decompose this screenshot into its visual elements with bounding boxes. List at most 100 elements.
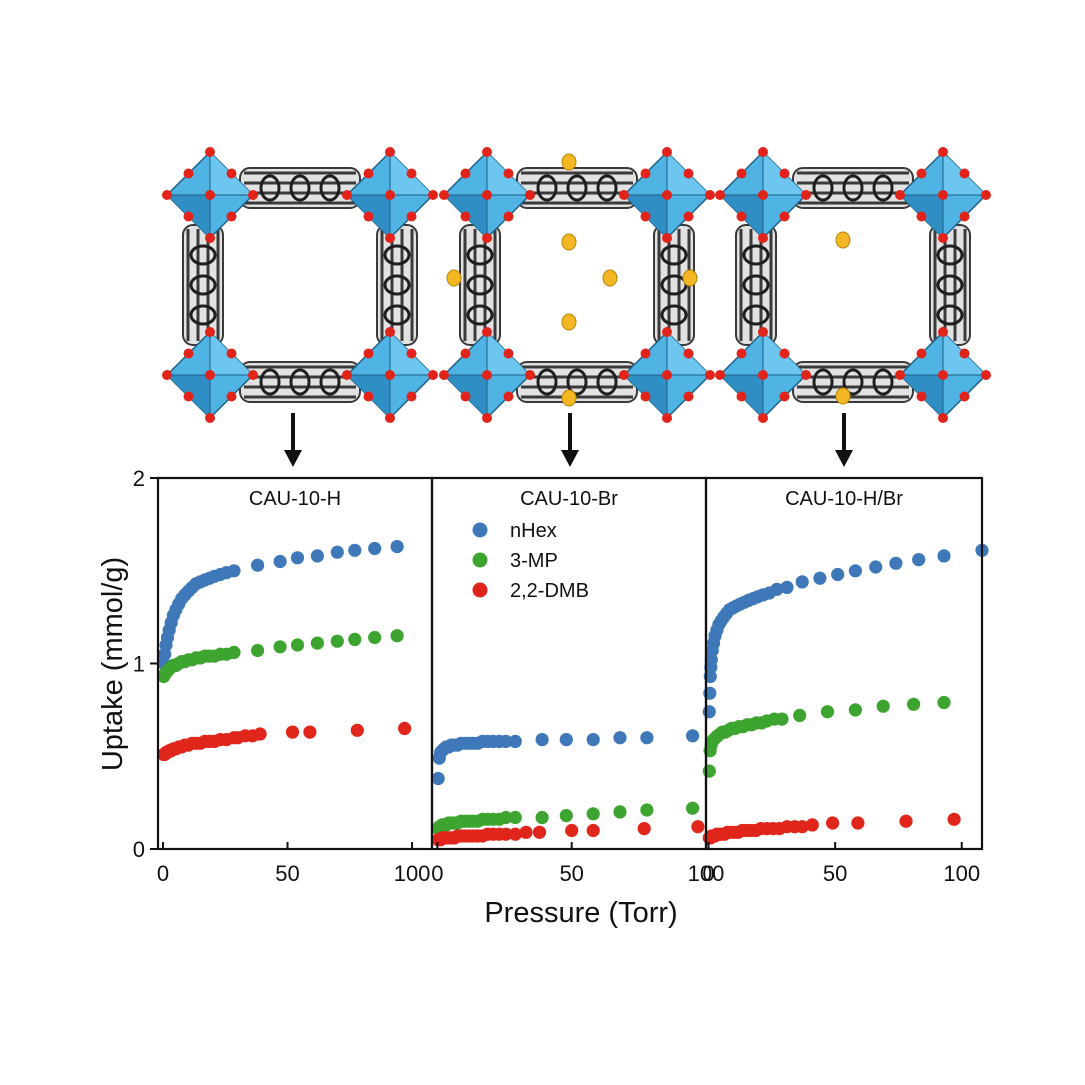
oxygen-atom: [385, 370, 395, 380]
oxygen-atom: [938, 190, 948, 200]
linker-ring: [189, 304, 217, 326]
data-point: [937, 695, 951, 710]
pore: [240, 225, 360, 345]
oxygen-atom: [619, 190, 629, 200]
structure-cau-10-h-br: [715, 147, 991, 423]
panel-title: CAU-10-H/Br: [785, 488, 903, 510]
bromine-atom: [561, 389, 577, 407]
oxygen-atom: [683, 168, 694, 179]
legend-label: 2,2-DMB: [510, 580, 589, 602]
metal-node: [162, 147, 258, 243]
linker-ring: [466, 274, 494, 296]
oxygen-atom: [736, 348, 747, 359]
oxygen-atom: [959, 211, 970, 222]
data-point: [499, 810, 513, 825]
oxygen-atom: [205, 327, 215, 337]
data-point: [640, 731, 654, 745]
oxygen-atom: [503, 348, 514, 359]
data-point: [499, 734, 513, 749]
data-point: [499, 827, 513, 841]
linker-ring: [842, 368, 864, 396]
oxygen-atom: [981, 190, 991, 200]
data-point: [851, 816, 865, 830]
x-axis-label: Pressure (Torr): [484, 897, 677, 929]
oxygen-atom: [779, 391, 790, 402]
oxygen-atom: [226, 168, 237, 179]
series-nhex: [431, 729, 700, 786]
data-point: [640, 803, 654, 817]
oxygen-atom: [439, 190, 449, 200]
x-tick-label: 100: [688, 861, 725, 886]
metal-node: [619, 147, 715, 243]
oxygen-atom: [385, 413, 395, 423]
metal-node: [342, 147, 438, 243]
oxygen-atom: [482, 233, 492, 243]
data-point: [702, 705, 716, 719]
linker-ring: [383, 244, 411, 266]
panel-title: CAU-10-H: [249, 488, 341, 510]
linker-ring: [872, 368, 894, 396]
metal-node: [715, 327, 811, 423]
data-point: [826, 816, 840, 830]
oxygen-atom: [428, 190, 438, 200]
legend-label: nHex: [510, 520, 557, 542]
oxygen-atom: [248, 370, 258, 380]
oxygen-atom: [460, 391, 471, 402]
oxygen-atom: [662, 190, 672, 200]
y-axis-label: Uptake (mmol/g): [97, 557, 129, 771]
oxygen-atom: [758, 147, 768, 157]
linker-ring: [536, 174, 558, 202]
data-point: [848, 703, 863, 717]
data-point: [273, 554, 287, 569]
data-point: [947, 812, 961, 826]
linker-ring: [566, 174, 588, 202]
data-point: [310, 636, 324, 650]
y-tick-label: 0: [133, 837, 145, 862]
oxygen-atom: [662, 413, 672, 423]
legend-marker: [472, 582, 488, 598]
bromine-atom: [835, 387, 851, 405]
linker-ring: [289, 368, 311, 396]
data-point: [586, 823, 600, 838]
data-point: [519, 825, 533, 839]
legend: nHex 3-MP 2,2-DMB: [472, 520, 589, 602]
series-nhex: [702, 543, 989, 719]
down-arrow: [561, 413, 579, 467]
oxygen-atom: [916, 211, 927, 222]
data-point: [535, 733, 549, 747]
oxygen-atom: [779, 348, 790, 359]
linker-ring: [466, 244, 494, 266]
data-point: [912, 553, 926, 567]
oxygen-atom: [406, 211, 417, 222]
oxygen-atom: [705, 370, 715, 380]
oxygen-atom: [758, 370, 768, 380]
down-arrow: [835, 413, 853, 467]
oxygen-atom: [938, 147, 948, 157]
linker-ring: [742, 274, 770, 296]
metal-node: [619, 327, 715, 423]
oxygen-atom: [162, 190, 172, 200]
oxygen-atom: [525, 370, 535, 380]
linker-ring: [466, 304, 494, 326]
data-point: [227, 564, 241, 578]
oxygen-atom: [183, 348, 194, 359]
series-nhex: [157, 540, 404, 671]
data-point: [770, 582, 784, 596]
oxygen-atom: [895, 370, 905, 380]
linker-ring: [936, 304, 964, 326]
oxygen-atom: [248, 190, 258, 200]
data-point: [508, 827, 522, 841]
oxygen-atom: [385, 190, 395, 200]
plot-frame: [430, 476, 708, 851]
oxygen-atom: [938, 370, 948, 380]
data-point: [795, 820, 809, 834]
linker-ring: [812, 368, 834, 396]
oxygen-atom: [715, 370, 725, 380]
oxygen-atom: [460, 348, 471, 359]
bromine-atom: [835, 231, 851, 249]
linker-ring: [189, 274, 217, 296]
oxygen-atom: [183, 211, 194, 222]
data-point: [368, 541, 382, 556]
oxygen-atom: [482, 327, 492, 337]
